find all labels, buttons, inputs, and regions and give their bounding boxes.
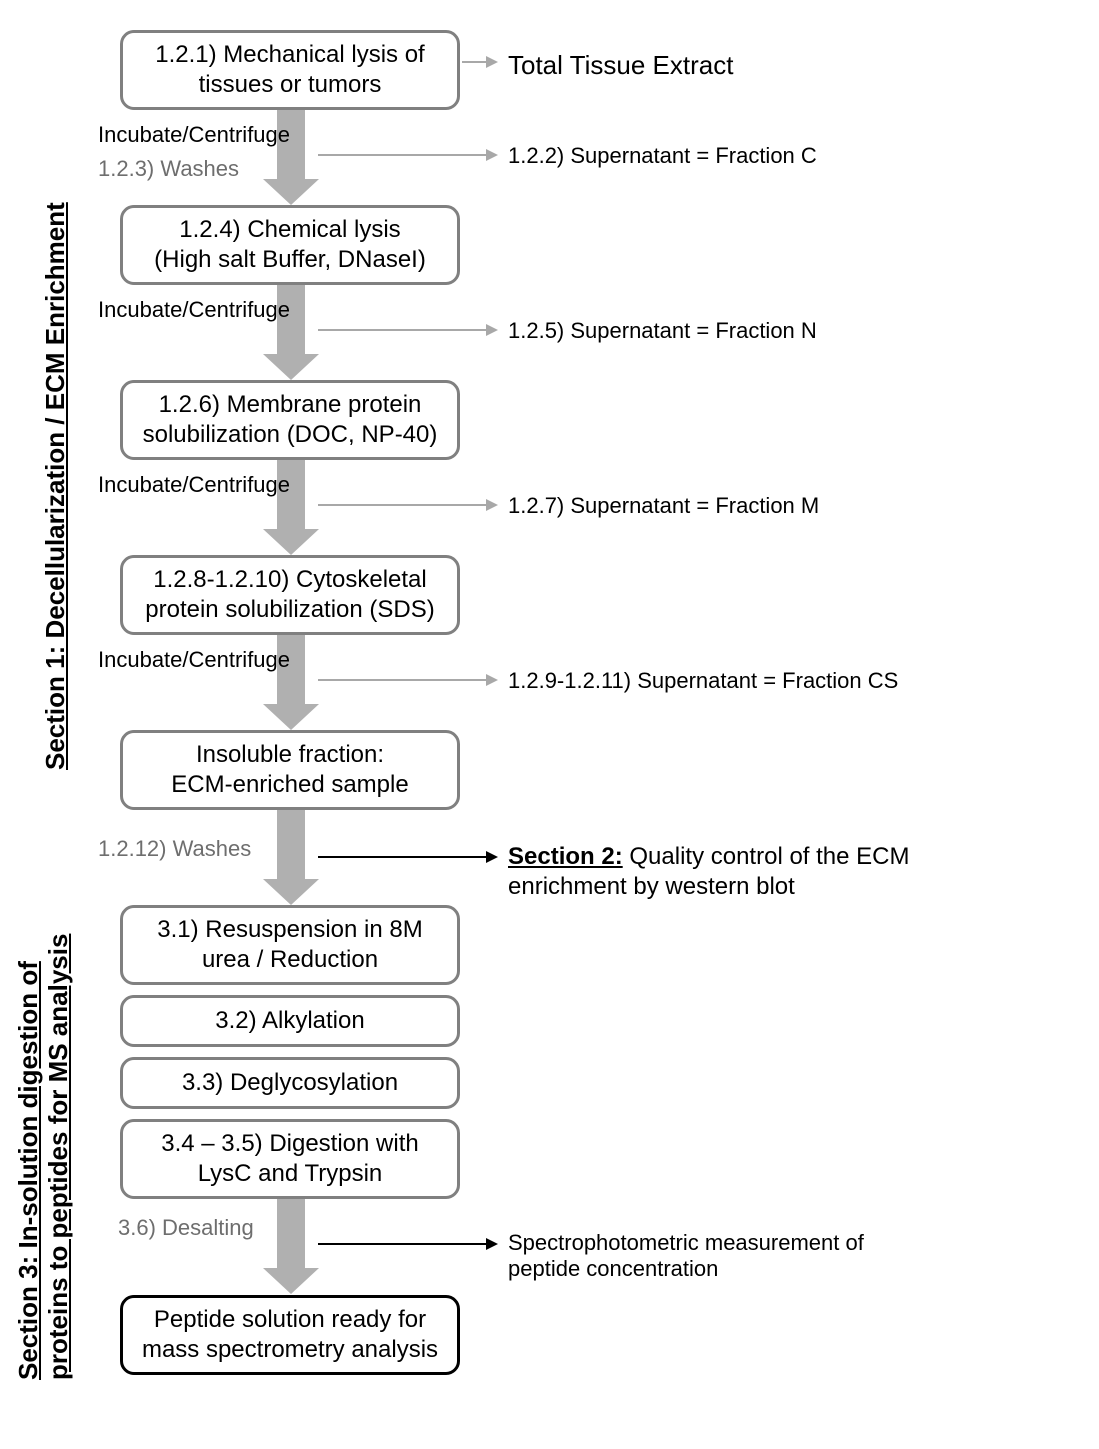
down-arrow-head [263,179,319,205]
left-label-0: Incubate/Centrifuge [98,122,290,148]
side-arrow-label-sa5: 1.2.9-1.2.11) Supernatant = Fraction CS [508,668,898,694]
flow-node-n2: 1.2.4) Chemical lysis (High salt Buffer,… [120,205,460,285]
side-arrow [462,54,498,70]
flow-node-text: 3.3) Deglycosylation [182,1068,398,1098]
flow-node-text: 1.2.6) Membrane protein solubilization (… [143,390,438,450]
down-arrow [290,635,291,730]
side-arrow-label-sa1: Total Tissue Extract [508,50,733,81]
flow-node-text: Peptide solution ready for mass spectrom… [142,1305,438,1365]
left-label-5: 1.2.12) Washes [98,836,251,862]
flow-node-n10: Peptide solution ready for mass spectrom… [120,1295,460,1375]
down-arrow [290,810,291,905]
flow-node-text: Insoluble fraction: ECM-enriched sample [171,740,408,800]
flow-node-n3: 1.2.6) Membrane protein solubilization (… [120,380,460,460]
flow-node-n1: 1.2.1) Mechanical lysis of tissues or tu… [120,30,460,110]
flow-node-text: 1.2.4) Chemical lysis (High salt Buffer,… [154,215,426,275]
down-arrow-head [263,354,319,380]
side-arrow-label-sa7: Spectrophotometric measurement of peptid… [508,1230,864,1283]
left-label-4: Incubate/Centrifuge [98,647,290,673]
left-label-6: 3.6) Desalting [118,1215,254,1241]
section-label-sec1: Section 1: Decellularization / ECM Enric… [40,202,71,770]
flow-node-n8: 3.3) Deglycosylation [120,1057,460,1109]
down-arrow [290,110,291,205]
left-label-2: Incubate/Centrifuge [98,297,290,323]
side-arrow [318,497,498,513]
side-arrow-label-sa2: 1.2.2) Supernatant = Fraction C [508,143,817,169]
side-arrow [318,1236,498,1252]
side-arrow [318,322,498,338]
section-label-sec3: Section 3: In-solution digestion of prot… [14,934,74,1380]
flow-node-text: 1.2.1) Mechanical lysis of tissues or tu… [155,40,424,100]
flow-node-n7: 3.2) Alkylation [120,995,460,1047]
section2-label: Section 2: Quality control of the ECM en… [508,842,909,902]
side-arrow [318,147,498,163]
side-arrow-label-sa4: 1.2.7) Supernatant = Fraction M [508,493,819,519]
down-arrow [290,1199,291,1294]
down-arrow-shaft [277,810,305,879]
flow-node-text: 3.2) Alkylation [215,1006,364,1036]
left-label-3: Incubate/Centrifuge [98,472,290,498]
down-arrow [290,460,291,555]
flow-node-n4: 1.2.8-1.2.10) Cytoskeletal protein solub… [120,555,460,635]
left-label-1: 1.2.3) Washes [98,156,239,182]
down-arrow-head [263,704,319,730]
flow-node-text: 3.4 – 3.5) Digestion with LysC and Tryps… [161,1129,418,1189]
down-arrow [290,285,291,380]
side-arrow [318,672,498,688]
flow-node-n9: 3.4 – 3.5) Digestion with LysC and Tryps… [120,1119,460,1199]
down-arrow-head [263,1268,319,1294]
flow-node-text: 3.1) Resuspension in 8M urea / Reduction [157,915,422,975]
flow-node-n5: Insoluble fraction: ECM-enriched sample [120,730,460,810]
section2-prefix: Section 2: [508,843,623,870]
down-arrow-shaft [277,1199,305,1268]
flow-node-n6: 3.1) Resuspension in 8M urea / Reduction [120,905,460,985]
side-arrow [318,849,498,865]
down-arrow-head [263,529,319,555]
flow-node-text: 1.2.8-1.2.10) Cytoskeletal protein solub… [145,565,434,625]
down-arrow-head [263,879,319,905]
side-arrow-label-sa3: 1.2.5) Supernatant = Fraction N [508,318,817,344]
